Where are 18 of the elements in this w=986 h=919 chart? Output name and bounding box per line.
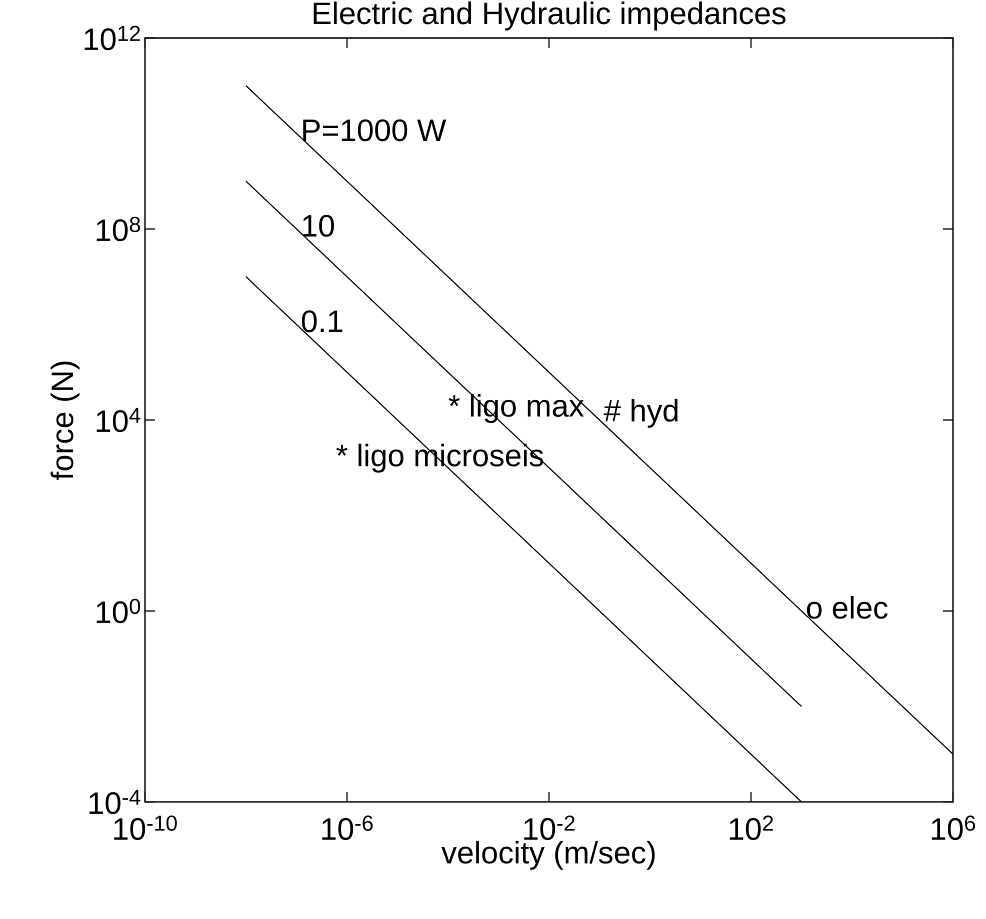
annotation: # hyd	[604, 398, 678, 428]
y-tick-label: 10$^{8}$	[96, 216, 140, 242]
annotation: 0.1	[302, 310, 342, 332]
x-tick-label: 10$^{-10}$	[114, 816, 177, 840]
annotation: 10	[303, 214, 334, 237]
x-tick-label: 10$^{-2}$	[524, 816, 575, 840]
y-tick-label: 10$^{-4}$	[90, 790, 140, 814]
x-tick-label: 10$^{-6}$	[322, 816, 373, 840]
y-tick-label: 10$^{12}$	[84, 26, 140, 50]
x-tick-label: 10$^{2}$	[730, 816, 773, 840]
y-axis-title: force (N)	[50, 362, 80, 480]
annotation: o elec	[806, 596, 888, 619]
annotation: P=1000 W	[303, 119, 446, 142]
x-axis-title: velocity (m/sec)	[441, 840, 655, 870]
x-tick-label: 10$^{6}$	[932, 816, 976, 840]
chart-title: Electric and Hydraulic impedances	[314, 2, 786, 30]
y-tick-label: 10$^{0}$	[96, 598, 140, 624]
y-tick-label: 10$^{4}$	[96, 408, 140, 432]
